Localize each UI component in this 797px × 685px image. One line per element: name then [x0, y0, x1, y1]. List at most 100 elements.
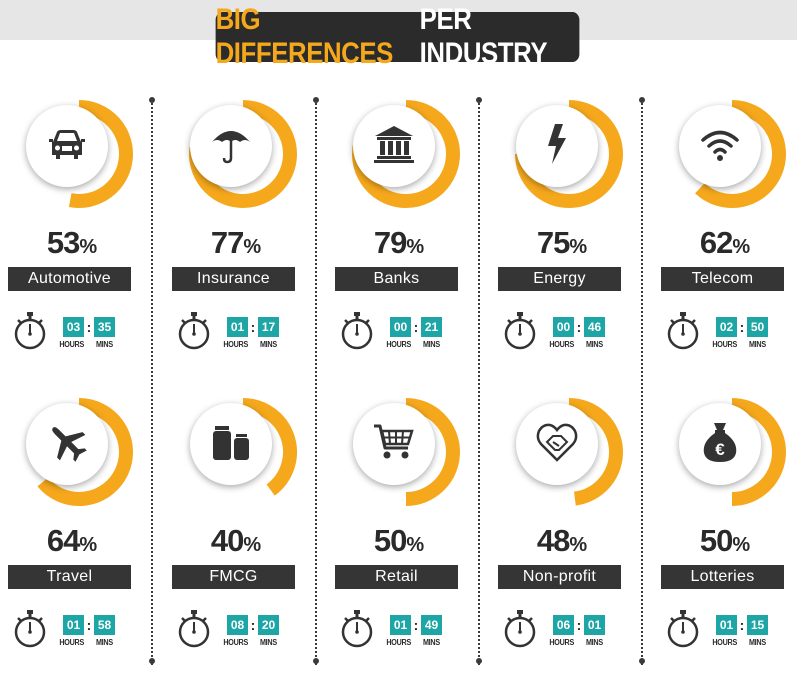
time-colon: :: [86, 319, 92, 335]
mins-unit: MINS: [748, 340, 766, 349]
hours-value: 01: [63, 615, 84, 635]
percent-ring: [189, 100, 297, 208]
divider-dot: [313, 658, 319, 664]
mins-unit: MINS: [259, 340, 277, 349]
hours-unit: HOURS: [549, 340, 575, 349]
time-colon: :: [739, 319, 745, 335]
time-colon: :: [576, 617, 582, 633]
industry-percent: 62%: [661, 225, 789, 261]
hours-unit: HOURS: [712, 638, 738, 647]
minutes-value: 20: [258, 615, 279, 635]
hours-value: 00: [553, 317, 574, 337]
hours-value: 01: [390, 615, 411, 635]
mins-unit: MINS: [95, 340, 113, 349]
stopwatch-icon: [665, 609, 701, 649]
icon-disc: [26, 105, 108, 187]
minutes-value: 49: [421, 615, 442, 635]
percent-sign: %: [569, 236, 588, 258]
stopwatch-icon: [339, 311, 375, 351]
mins-unit: MINS: [585, 638, 603, 647]
stopwatch-icon: [502, 311, 538, 351]
industry-label: Banks: [335, 267, 458, 291]
icon-disc: [516, 403, 598, 485]
stopwatch-icon: [502, 609, 538, 649]
icon-disc: €: [679, 403, 761, 485]
divider-dot: [476, 658, 482, 664]
stopwatch-icon: [12, 311, 48, 351]
hours-value: 01: [716, 615, 737, 635]
industry-percent: 50%: [335, 523, 463, 559]
divider-dot: [476, 97, 482, 103]
minutes-value: 35: [94, 317, 115, 337]
hours-unit: HOURS: [386, 638, 412, 647]
percent-value: 79: [373, 225, 407, 260]
industry-percent: 53%: [8, 225, 136, 261]
column-divider: [149, 97, 155, 665]
percent-ring: [515, 100, 623, 208]
industry-percent: 77%: [172, 225, 300, 261]
icon-disc: [516, 105, 598, 187]
industry-label: FMCG: [172, 565, 295, 589]
industry-label: Energy: [498, 267, 621, 291]
car-icon: [45, 122, 89, 171]
stopwatch-icon: [665, 311, 701, 351]
hours-unit: HOURS: [386, 340, 412, 349]
percent-ring: [242, 398, 297, 496]
svg-text:€: €: [715, 440, 725, 459]
percent-sign: %: [406, 236, 425, 258]
minutes-value: 46: [584, 317, 605, 337]
industry-percent: 64%: [8, 523, 136, 559]
bank-icon: [372, 122, 416, 171]
percent-sign: %: [732, 236, 751, 258]
title-highlight: BIG DIFFERENCES: [215, 3, 394, 70]
hours-value: 00: [390, 317, 411, 337]
percent-sign: %: [243, 534, 262, 556]
mins-unit: MINS: [748, 638, 766, 647]
minutes-value: 21: [421, 317, 442, 337]
divider-dot: [313, 97, 319, 103]
percent-value: 50: [373, 523, 407, 558]
mins-unit: MINS: [585, 340, 603, 349]
percent-ring: [352, 100, 460, 208]
time-colon: :: [250, 617, 256, 633]
money-bag-icon: €: [698, 420, 742, 469]
icon-disc: [190, 105, 272, 187]
divider-dot: [639, 658, 645, 664]
jars-icon: [209, 420, 253, 469]
hours-unit: HOURS: [712, 340, 738, 349]
industry-label: Non-profit: [498, 565, 621, 589]
hours-value: 01: [227, 317, 248, 337]
time-colon: :: [413, 319, 419, 335]
percent-ring: [695, 100, 786, 208]
percent-value: 50: [699, 523, 733, 558]
minutes-value: 01: [584, 615, 605, 635]
airplane-icon: [45, 420, 89, 469]
hours-value: 02: [716, 317, 737, 337]
stopwatch-icon: [12, 609, 48, 649]
minutes-value: 50: [747, 317, 768, 337]
column-divider: [313, 97, 319, 665]
divider-dot: [149, 658, 155, 664]
stopwatch-icon: [176, 311, 212, 351]
percent-sign: %: [569, 534, 588, 556]
percent-sign: %: [79, 236, 98, 258]
column-divider: [639, 97, 645, 665]
title-rest: PER INDUSTRY: [419, 3, 548, 70]
percent-value: 62: [699, 225, 733, 260]
hours-value: 06: [553, 615, 574, 635]
icon-disc: [679, 105, 761, 187]
percent-ring: [37, 398, 133, 506]
industry-label: Automotive: [8, 267, 131, 291]
industry-percent: 40%: [172, 523, 300, 559]
industry-label: Retail: [335, 565, 458, 589]
time-colon: :: [413, 617, 419, 633]
hours-value: 03: [63, 317, 84, 337]
percent-ring: [568, 398, 623, 506]
hours-unit: HOURS: [549, 638, 575, 647]
time-colon: :: [739, 617, 745, 633]
icon-disc: [353, 105, 435, 187]
mins-unit: MINS: [259, 638, 277, 647]
time-colon: :: [86, 617, 92, 633]
percent-sign: %: [406, 534, 425, 556]
percent-sign: %: [79, 534, 98, 556]
